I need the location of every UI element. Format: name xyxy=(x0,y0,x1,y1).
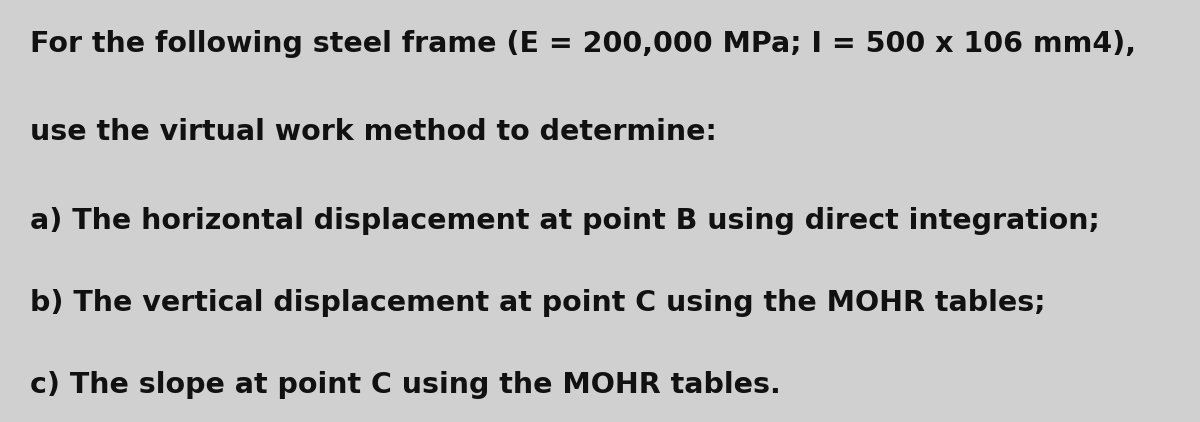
Text: use the virtual work method to determine:: use the virtual work method to determine… xyxy=(30,118,716,146)
Text: c) The slope at point C using the MOHR tables.: c) The slope at point C using the MOHR t… xyxy=(30,371,781,399)
Text: For the following steel frame (E = 200,000 MPa; I = 500 x 106 mm4),: For the following steel frame (E = 200,0… xyxy=(30,30,1136,57)
Text: a) The horizontal displacement at point B using direct integration;: a) The horizontal displacement at point … xyxy=(30,207,1099,235)
Text: b) The vertical displacement at point C using the MOHR tables;: b) The vertical displacement at point C … xyxy=(30,289,1045,317)
